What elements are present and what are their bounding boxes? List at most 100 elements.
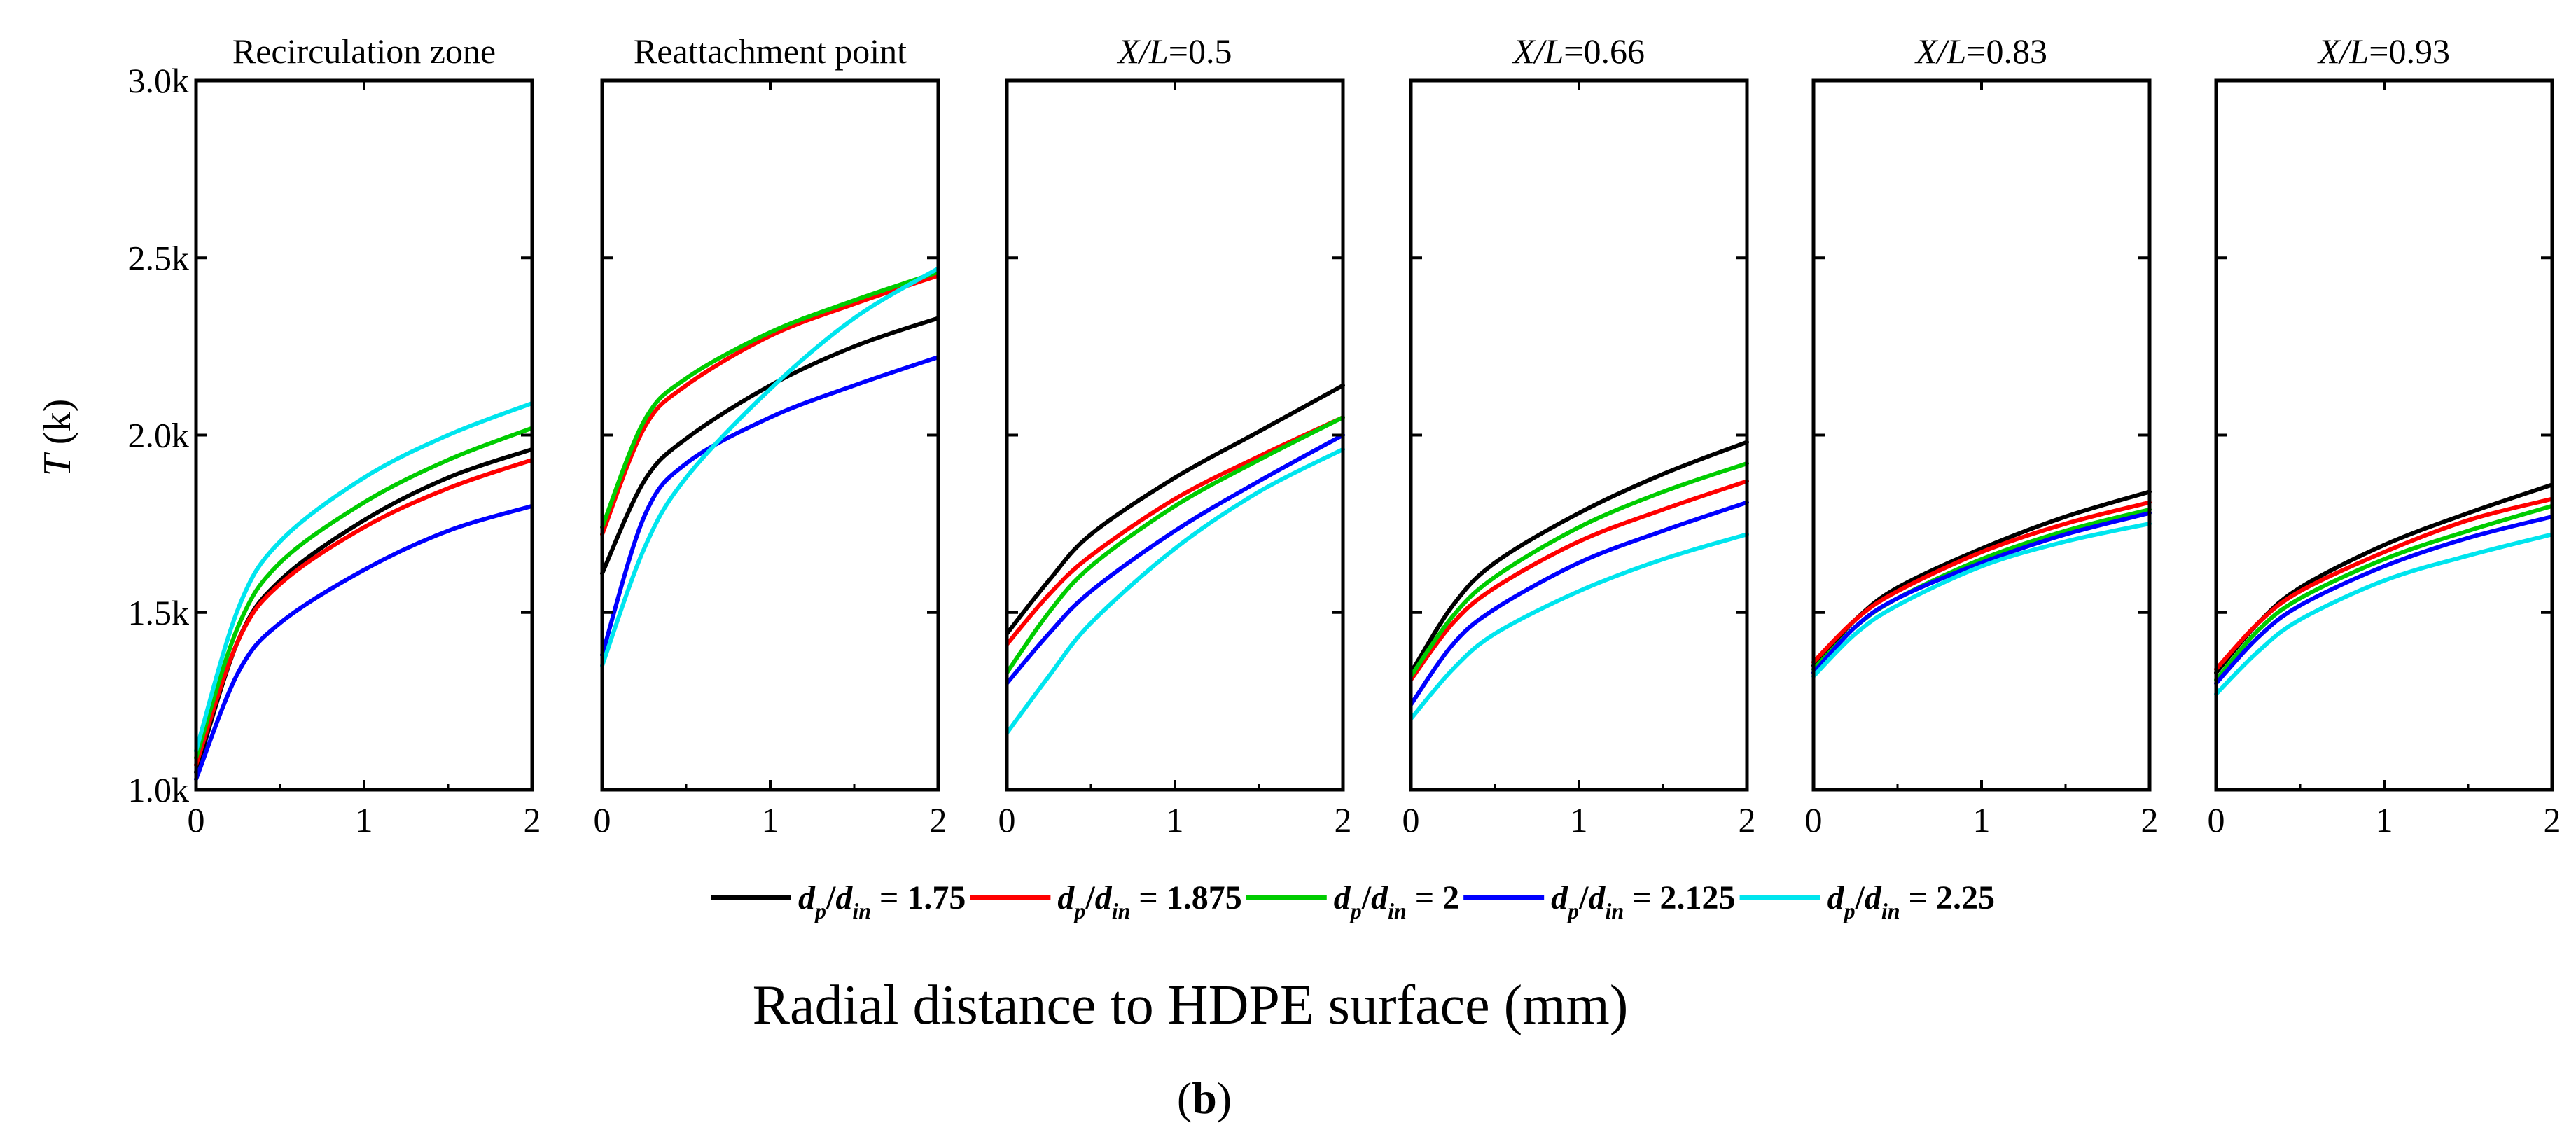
legend-label: dp/din = 1.875 xyxy=(1057,879,1241,923)
panel-5-x-tick-label: 1 xyxy=(1973,800,1991,839)
legend-symbol-din: d xyxy=(1589,879,1606,916)
panel-2: 0 1 2 Reattachment point xyxy=(594,32,947,839)
legend-symbol-din: d xyxy=(1095,879,1113,916)
panel-1-x-tick-label: 1 xyxy=(356,800,373,839)
legend-subscript-p: p xyxy=(813,898,826,923)
panel-4: 0 1 2 X/L=0.66 xyxy=(1402,32,1756,839)
panel-3-series-3-line xyxy=(1005,415,1345,675)
panel-4-x-tick-label: 2 xyxy=(1739,800,1756,839)
legend-symbol-dp: d xyxy=(1827,879,1845,916)
legend-item-4: dp/din = 2.125 xyxy=(1463,879,1736,923)
legend-item-5: dp/din = 2.25 xyxy=(1739,879,1995,923)
legend-slash: / xyxy=(1361,879,1372,916)
y-axis-title: T (k) xyxy=(36,399,79,476)
caption-open: ( xyxy=(1177,1073,1192,1123)
legend-label: dp/din = 2 xyxy=(1334,879,1459,923)
panel-1-series-5-line xyxy=(194,400,534,753)
panel-3-x-tick-label: 0 xyxy=(998,800,1016,839)
legend-label: dp/din = 1.75 xyxy=(798,879,966,923)
legend-subscript-p: p xyxy=(1842,898,1856,923)
panel-5-series-5-line xyxy=(1811,522,2152,678)
legend-value: = 1.875 xyxy=(1130,879,1241,916)
panel-title-value: =0.5 xyxy=(1169,32,1232,71)
panel-4-series-3-line xyxy=(1409,461,1749,678)
panel-6-series-3-line xyxy=(2214,503,2554,682)
legend-item-1: dp/din = 1.75 xyxy=(711,879,966,923)
legend-subscript-p: p xyxy=(1349,898,1362,923)
legend-subscript-in: in xyxy=(1606,898,1624,923)
panel-4-series-4-line xyxy=(1409,500,1749,707)
y-axis-title-unit: (k) xyxy=(36,399,79,454)
panel-title-variable: X/L xyxy=(2317,32,2369,71)
panel-6-x-tick-label: 1 xyxy=(2376,800,2393,839)
caption-close: ) xyxy=(1217,1073,1232,1123)
panel-1-x-tick-label: 0 xyxy=(188,800,205,839)
legend-item-3: dp/din = 2 xyxy=(1246,879,1459,923)
panel-1: 0 1 2 1.0k 1.5k 2.0k 2.5k 3.0k Recirculation zon… xyxy=(128,32,541,839)
legend-symbol-din: d xyxy=(835,879,853,916)
panel-3-title: X/L=0.5 xyxy=(1117,32,1232,71)
legend-value: = 2.125 xyxy=(1624,879,1735,916)
panel-1-series-4-line xyxy=(194,503,534,781)
x-axis-title: Radial distance to HDPE surface (mm) xyxy=(753,975,1629,1036)
panel-6-series-2-line xyxy=(2214,496,2554,671)
panel-4-series-5-line xyxy=(1409,532,1749,721)
legend-symbol-din: d xyxy=(1371,879,1388,916)
panel-group: 0 1 2 1.0k 1.5k 2.0k 2.5k 3.0k Recirculation zon… xyxy=(128,32,2561,839)
legend-subscript-in: in xyxy=(1881,898,1900,923)
legend-symbol-dp: d xyxy=(1551,879,1568,916)
panel-1-title: Recirculation zone xyxy=(232,32,496,71)
legend-label: dp/din = 2.25 xyxy=(1827,879,1995,923)
legend-value: = 2 xyxy=(1407,879,1459,916)
panel-title-value: =0.93 xyxy=(2369,32,2450,71)
legend-slash: / xyxy=(826,879,836,916)
panel-2-x-tick-label: 0 xyxy=(594,800,611,839)
legend-item-2: dp/din = 1.875 xyxy=(970,879,1242,923)
panel-3-series-5-line xyxy=(1005,447,1345,735)
panel-4-title: X/L=0.66 xyxy=(1512,32,1645,71)
legend-label: dp/din = 2.125 xyxy=(1551,879,1735,923)
panel-2-series-2-line xyxy=(600,273,940,537)
legend-symbol-dp: d xyxy=(798,879,816,916)
legend-subscript-in: in xyxy=(1388,898,1407,923)
legend-subscript-in: in xyxy=(1112,898,1131,923)
panel-title-value: =0.66 xyxy=(1564,32,1645,71)
y-tick-label: 2.0k xyxy=(128,416,190,455)
panel-1-series-2-line xyxy=(194,458,534,767)
y-axis-title-symbol: T xyxy=(36,452,79,476)
panel-5-title: X/L=0.83 xyxy=(1914,32,2047,71)
panel-title-variable: X/L xyxy=(1914,32,1966,71)
panel-4-series-1-line xyxy=(1409,440,1749,675)
legend-value: = 2.25 xyxy=(1900,879,1995,916)
panel-2-x-tick-label: 1 xyxy=(762,800,779,839)
panel-title-variable: X/L xyxy=(1117,32,1169,71)
panel-6-x-tick-label: 2 xyxy=(2544,800,2561,839)
panel-1-x-tick-label: 2 xyxy=(524,800,541,839)
legend-subscript-p: p xyxy=(1072,898,1085,923)
legend-symbol-dp: d xyxy=(1057,879,1075,916)
y-tick-label: 3.0k xyxy=(128,61,190,100)
panel-2-title: Reattachment point xyxy=(634,32,907,71)
panel-6-series-5-line xyxy=(2214,532,2554,697)
panel-1-series-3-line xyxy=(194,426,534,760)
panel-title-value: =0.83 xyxy=(1966,32,2047,71)
legend-value: = 1.75 xyxy=(871,879,966,916)
panel-2-series-5-line xyxy=(600,266,940,668)
panel-5-x-tick-label: 2 xyxy=(2141,800,2159,839)
panel-2-series-3-line xyxy=(600,270,940,530)
figure-caption: (b) xyxy=(1177,1073,1232,1123)
legend-symbol-din: d xyxy=(1865,879,1882,916)
y-tick-label: 1.5k xyxy=(128,593,190,632)
legend-symbol-dp: d xyxy=(1334,879,1351,916)
panel-2-series-1-line xyxy=(600,316,940,576)
panel-4-x-tick-label: 1 xyxy=(1571,800,1588,839)
panel-4-series-2-line xyxy=(1409,479,1749,682)
panel-5-x-tick-label: 0 xyxy=(1805,800,1823,839)
legend-slash: / xyxy=(1578,879,1589,916)
panel-5: 0 1 2 X/L=0.83 xyxy=(1805,32,2159,839)
panel-6: 0 1 2 X/L=0.93 xyxy=(2208,32,2561,839)
legend-slash: / xyxy=(1855,879,1865,916)
panel-2-x-tick-label: 2 xyxy=(930,800,947,839)
